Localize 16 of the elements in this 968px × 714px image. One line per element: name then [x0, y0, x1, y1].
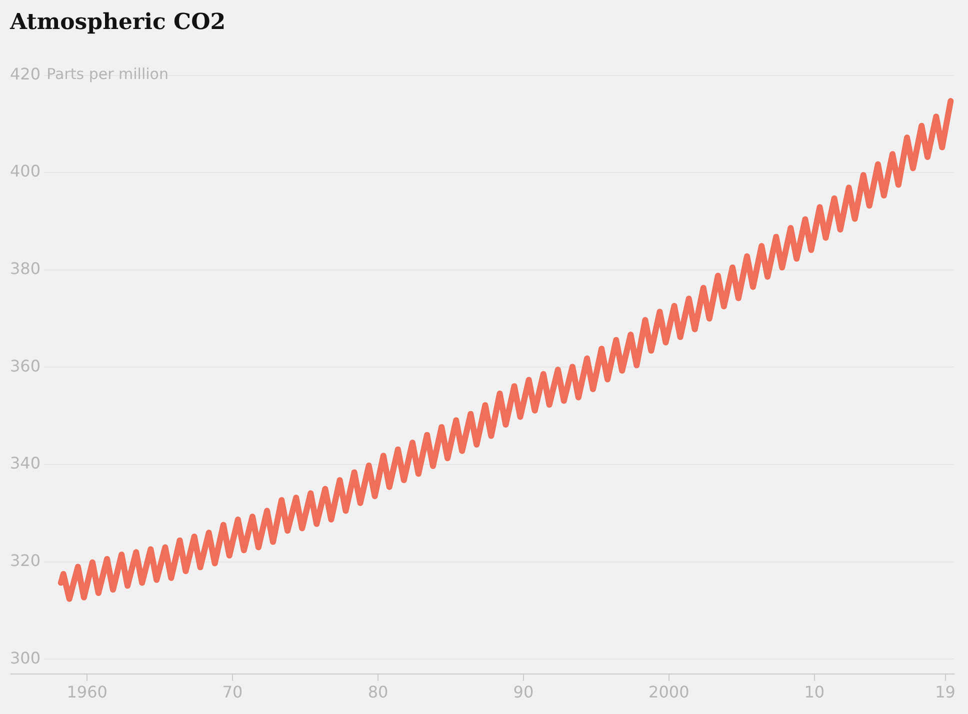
y-tick-label: 340: [10, 454, 41, 473]
x-tick-label: 10: [804, 682, 825, 702]
y-tick-label: 360: [10, 356, 41, 376]
y-tick-label: 420: [10, 64, 41, 84]
y-tick-label: 380: [10, 259, 41, 278]
y-tick-label: 300: [10, 648, 41, 668]
y-tick-label: 400: [10, 162, 41, 181]
x-tick-label: 70: [222, 682, 243, 702]
x-tick-label: 19: [935, 682, 956, 702]
x-tick-label: 2000: [648, 682, 690, 702]
y-tick-label: 320: [10, 551, 41, 570]
x-tick-label: 80: [368, 682, 388, 702]
chart-title: Atmospheric CO2: [9, 8, 226, 35]
x-tick-label: 90: [513, 682, 534, 702]
x-tick-label: 1960: [66, 682, 108, 702]
y-axis-title: Parts per million: [46, 65, 168, 84]
